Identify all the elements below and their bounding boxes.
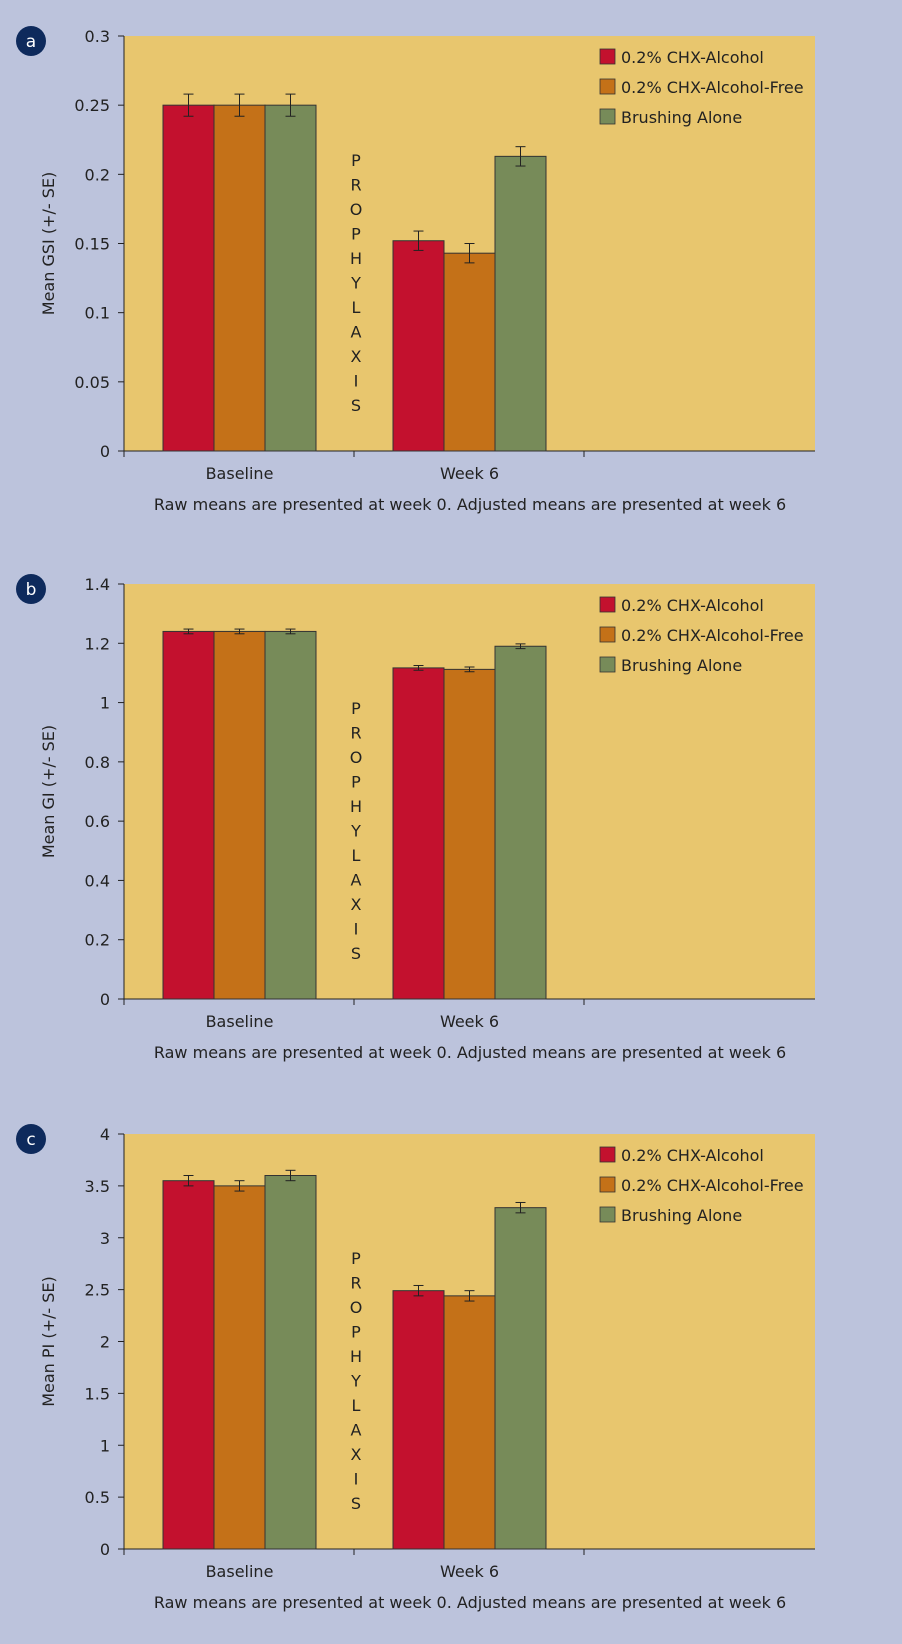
y-tick-label: 0 xyxy=(100,442,110,461)
y-tick-label: 0.4 xyxy=(85,871,110,890)
legend-label: 0.2% CHX-Alcohol xyxy=(621,48,764,67)
legend-label: 0.2% CHX-Alcohol xyxy=(621,596,764,615)
y-tick-label: 0.1 xyxy=(85,304,110,323)
legend-swatch xyxy=(599,1146,616,1163)
y-tick-label: 3.5 xyxy=(85,1177,110,1196)
bar xyxy=(392,240,445,452)
y-tick-label: 0.05 xyxy=(74,373,110,392)
bar xyxy=(494,645,547,1000)
x-category-label: Baseline xyxy=(206,1012,274,1031)
legend-swatch xyxy=(599,108,616,125)
bar xyxy=(213,1185,266,1550)
panel-badge xyxy=(16,26,46,56)
bar xyxy=(443,252,496,452)
chart-caption: Raw means are presented at week 0. Adjus… xyxy=(154,1593,786,1612)
bar xyxy=(494,155,547,452)
legend-label: Brushing Alone xyxy=(621,108,742,127)
y-tick-label: 1.2 xyxy=(85,634,110,653)
legend-label: 0.2% CHX-Alcohol-Free xyxy=(621,1176,804,1195)
chart-panel-a: a 0 0.05 0.1 0.15 0.2 0.25 0.3 Baseline Week 6 P R O… xyxy=(16,26,815,514)
y-tick-label: 0.15 xyxy=(74,235,110,254)
legend-swatch xyxy=(599,78,616,95)
legend-label: 0.2% CHX-Alcohol xyxy=(621,1146,764,1165)
y-tick-label: 3 xyxy=(100,1229,110,1248)
chart-panel-b: b 0 0.2 0.4 0.6 0.8 1 1.2 1.4 Baseline Week 6 P R O P H… xyxy=(16,574,815,1062)
bar xyxy=(213,630,266,1000)
y-axis-label: Mean GI (+/- SE) xyxy=(39,725,58,858)
y-tick-label: 1.4 xyxy=(85,575,110,594)
bar xyxy=(213,104,266,452)
bar xyxy=(392,667,445,1000)
y-tick-label: 1 xyxy=(100,1436,110,1455)
x-category-label: Week 6 xyxy=(440,1012,499,1031)
legend-swatch xyxy=(599,626,616,643)
panel-label: b xyxy=(26,580,37,600)
panel-label: c xyxy=(26,1130,35,1150)
y-tick-label: 2.5 xyxy=(85,1281,110,1300)
panel-label: a xyxy=(26,32,36,52)
legend-swatch xyxy=(599,1206,616,1223)
x-category-label: Baseline xyxy=(206,464,274,483)
x-category-label: Week 6 xyxy=(440,464,499,483)
legend-label: 0.2% CHX-Alcohol-Free xyxy=(621,626,804,645)
bar xyxy=(264,104,317,452)
bar xyxy=(264,630,317,1000)
y-tick-label: 0.3 xyxy=(85,27,110,46)
bar xyxy=(264,1175,317,1550)
bar xyxy=(443,668,496,1000)
chart-panel-c: c 0 0.5 1 1.5 2 2.5 3 3.5 4 Baseline Week 6 P R O P H Y L A… xyxy=(16,1124,815,1612)
chart-caption: Raw means are presented at week 0. Adjus… xyxy=(154,1043,786,1062)
legend-label: 0.2% CHX-Alcohol-Free xyxy=(621,78,804,97)
x-category-label: Baseline xyxy=(206,1562,274,1581)
y-tick-label: 2 xyxy=(100,1333,110,1352)
y-tick-label: 0.25 xyxy=(74,96,110,115)
legend-label: Brushing Alone xyxy=(621,1206,742,1225)
x-category-label: Week 6 xyxy=(440,1562,499,1581)
panel-badge xyxy=(16,1124,46,1154)
y-tick-label: 0.5 xyxy=(85,1488,110,1507)
legend-label: Brushing Alone xyxy=(621,656,742,675)
y-tick-label: 0.8 xyxy=(85,753,110,772)
y-axis-label: Mean PI (+/- SE) xyxy=(39,1276,58,1407)
y-tick-label: 0 xyxy=(100,990,110,1009)
y-tick-label: 4 xyxy=(100,1125,110,1144)
panel-badge xyxy=(16,574,46,604)
chart-caption: Raw means are presented at week 0. Adjus… xyxy=(154,495,786,514)
legend-swatch xyxy=(599,1176,616,1193)
y-tick-label: 0.6 xyxy=(85,812,110,831)
bar xyxy=(443,1295,496,1550)
legend-swatch xyxy=(599,48,616,65)
bar xyxy=(162,104,215,452)
bar xyxy=(162,630,215,1000)
legend-swatch xyxy=(599,596,616,613)
y-tick-label: 1.5 xyxy=(85,1384,110,1403)
legend-swatch xyxy=(599,656,616,673)
y-tick-label: 1 xyxy=(100,694,110,713)
bar xyxy=(392,1290,445,1550)
bar xyxy=(494,1207,547,1550)
y-tick-label: 0.2 xyxy=(85,931,110,950)
y-tick-label: 0 xyxy=(100,1540,110,1559)
y-axis-label: Mean GSI (+/- SE) xyxy=(39,172,58,315)
bar xyxy=(162,1180,215,1550)
y-tick-label: 0.2 xyxy=(85,165,110,184)
